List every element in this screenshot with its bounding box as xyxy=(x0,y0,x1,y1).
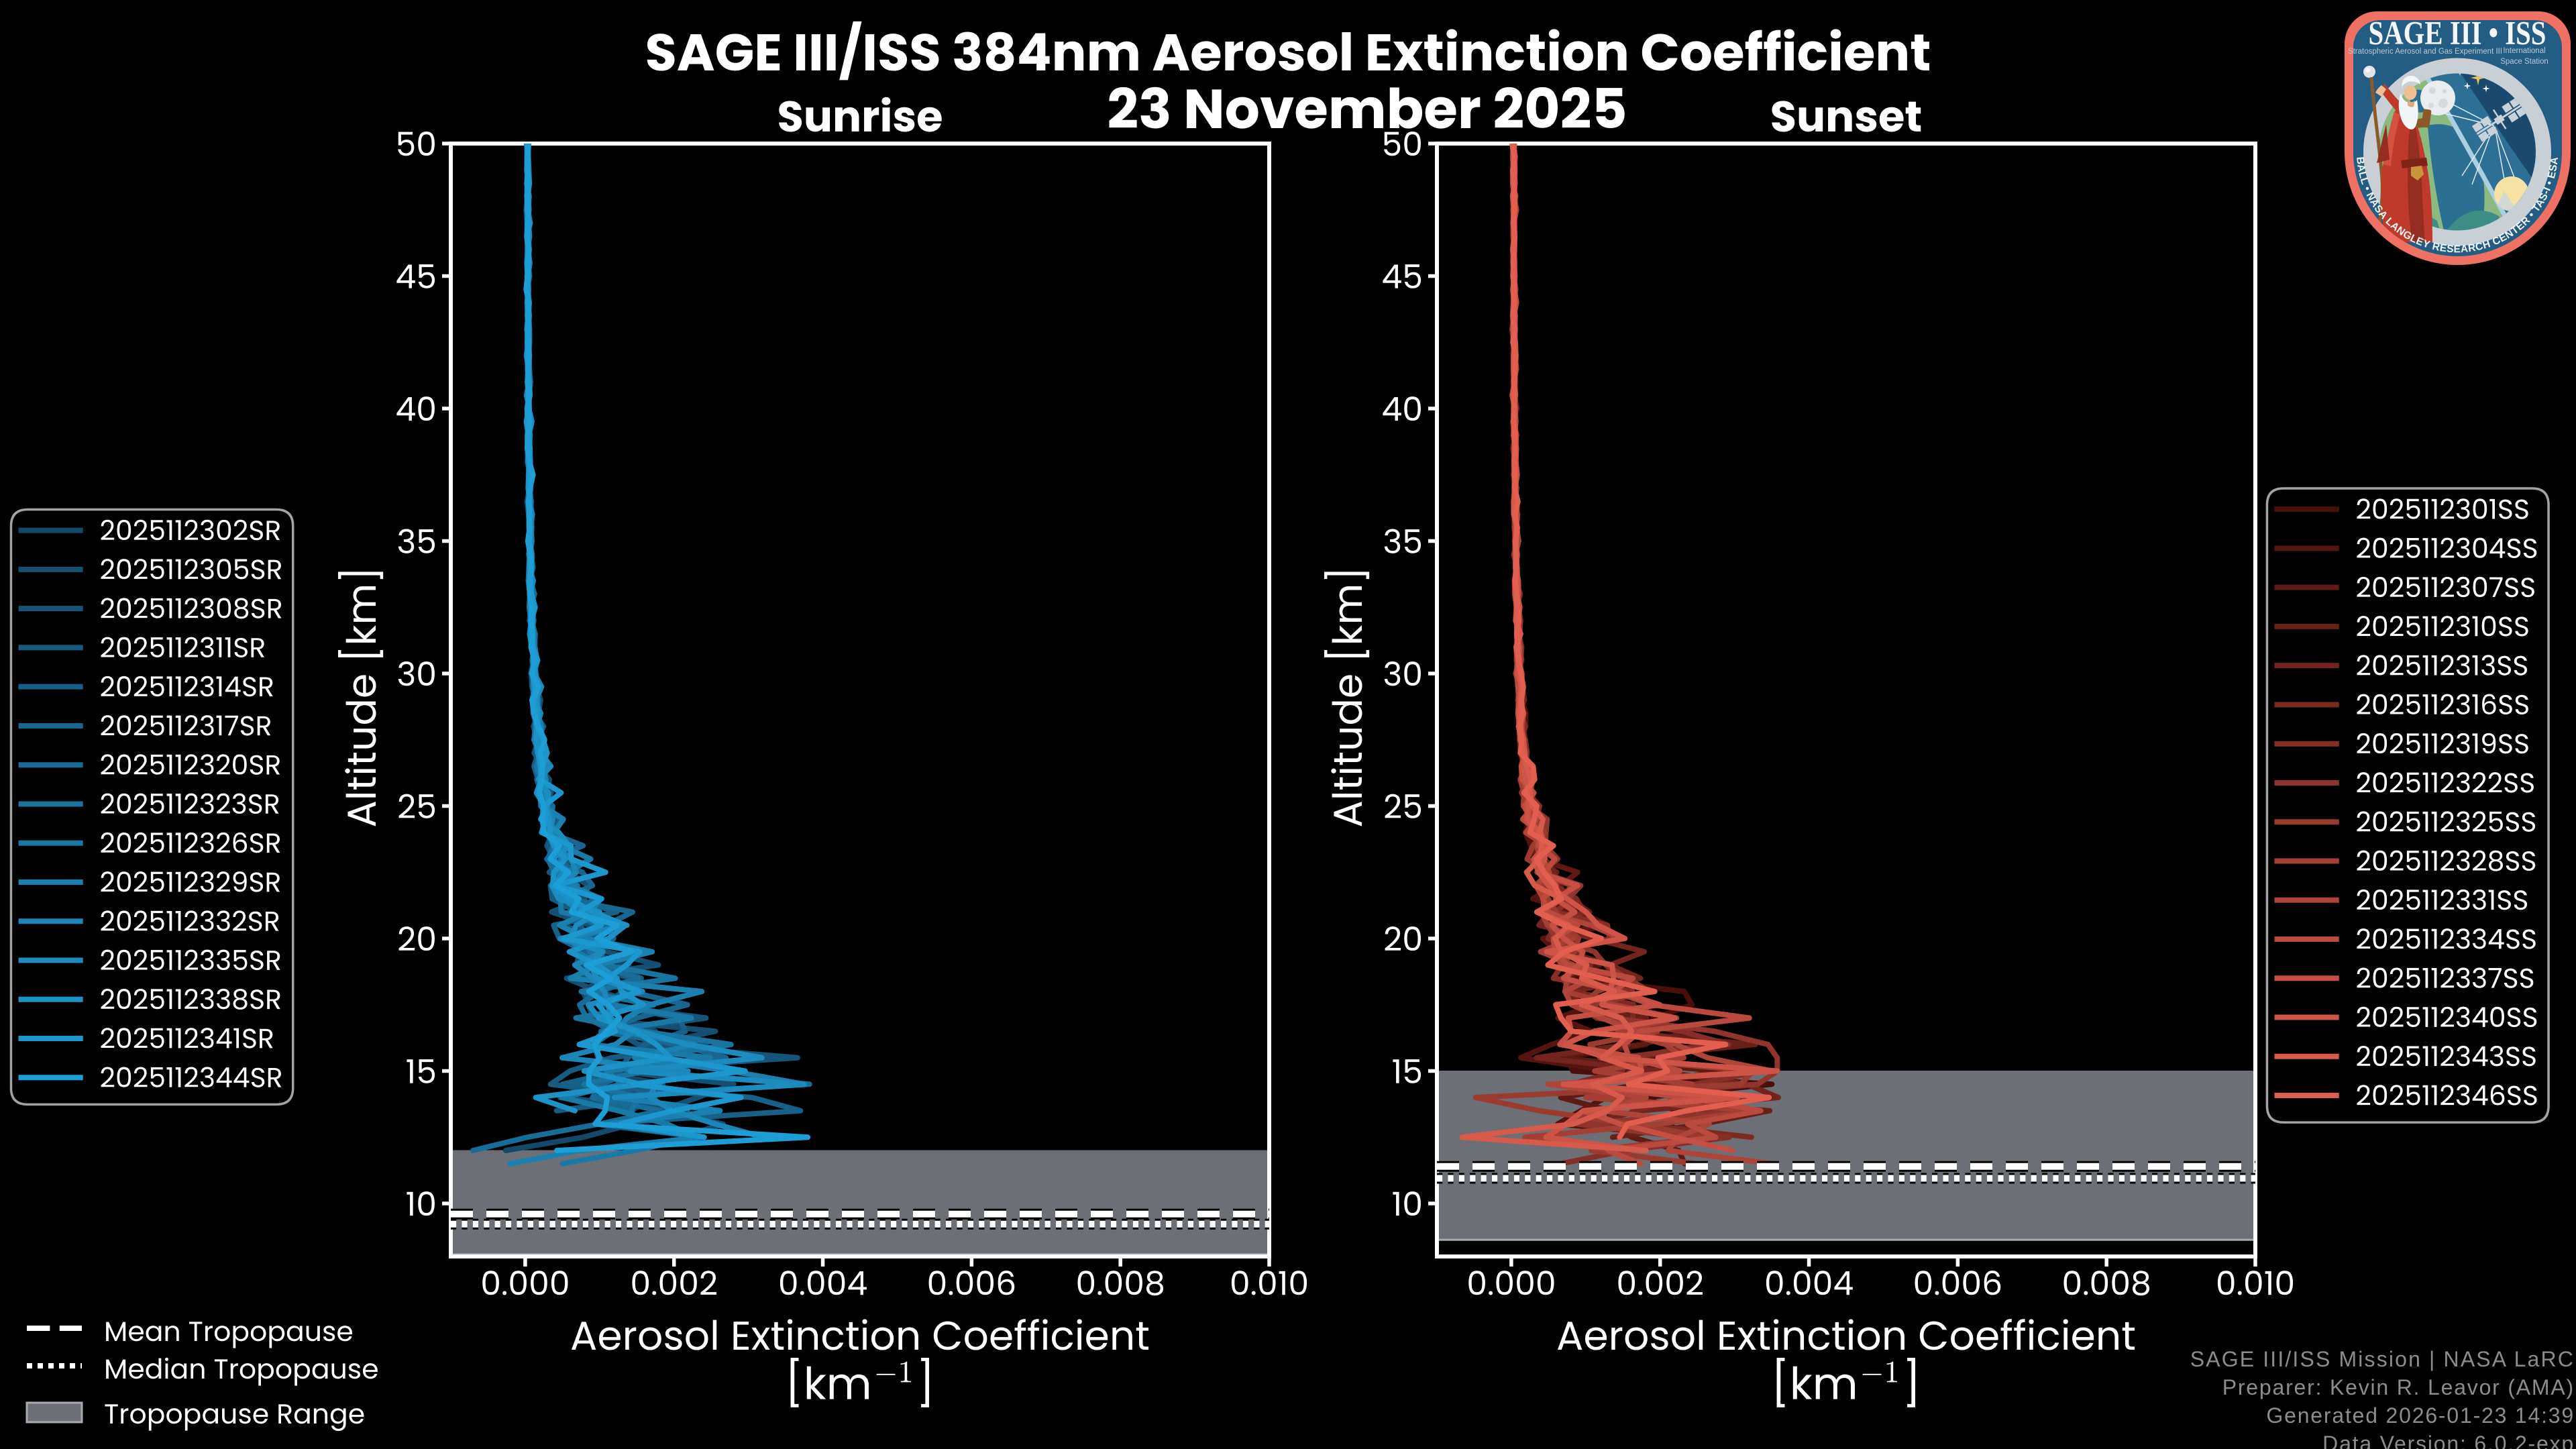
svg-text:Stratospheric Aerosol and Gas: Stratospheric Aerosol and Gas Experiment… xyxy=(2348,48,2502,56)
svg-text:International: International xyxy=(2503,47,2545,55)
svg-text:SAGE III • ISS: SAGE III • ISS xyxy=(2369,14,2546,52)
svg-text:Space Station: Space Station xyxy=(2500,58,2548,66)
